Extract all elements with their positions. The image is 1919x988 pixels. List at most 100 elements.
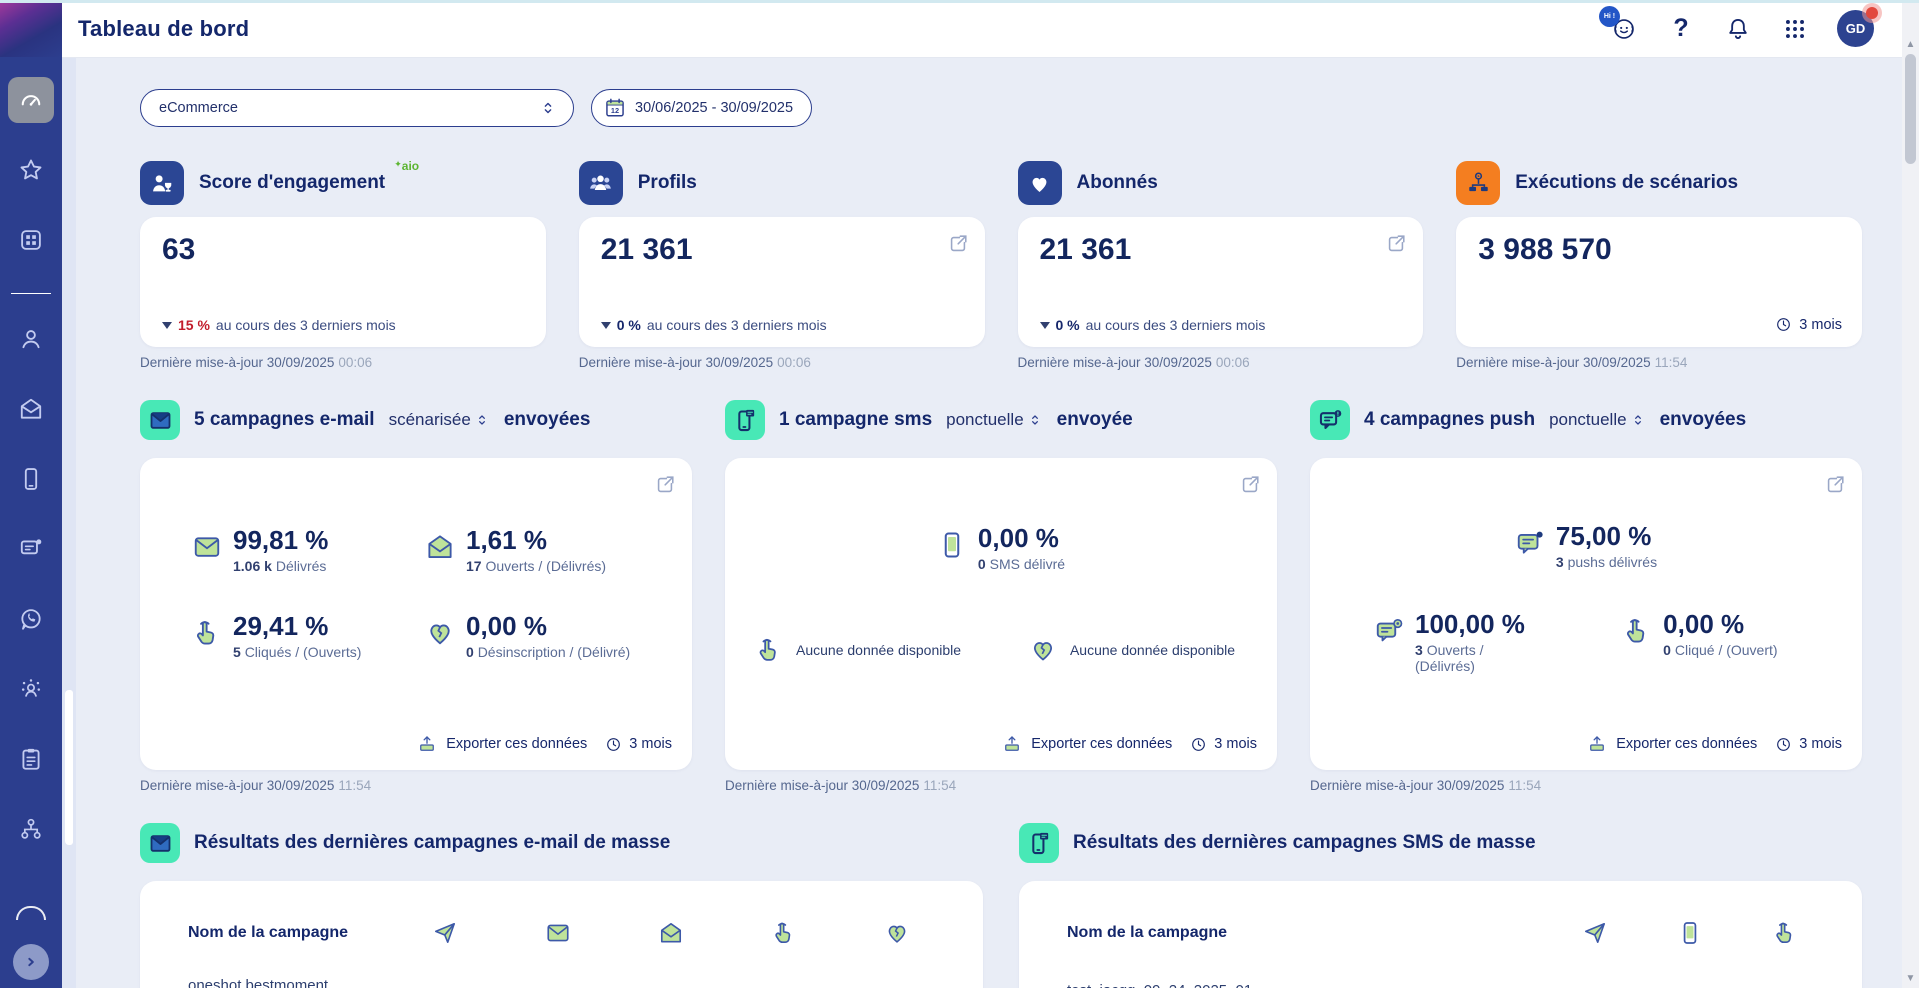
campaign-type-select[interactable]: ponctuelle	[1549, 410, 1646, 430]
trend-text: au cours des 3 derniers mois	[215, 317, 396, 333]
external-link-icon[interactable]	[654, 474, 676, 501]
assistant-badge: Hi !	[1599, 5, 1620, 27]
sidebar-item-audiences[interactable]	[8, 666, 54, 712]
mail-icon	[192, 532, 222, 562]
stat-opened: 1,61 % 17 Ouverts / (Délivrés)	[425, 525, 658, 574]
page-scrollbar[interactable]: ▲ ▼	[1902, 0, 1919, 988]
no-data-unsubscribes: Aucune donnée disponible	[1029, 636, 1235, 664]
scroll-up-arrow[interactable]: ▲	[1905, 39, 1916, 50]
sms-campaigns-block: 1 campagne sms ponctuelle envoyée 0,00 %…	[725, 400, 1277, 793]
export-data-button[interactable]: Exporter ces données	[1002, 734, 1172, 754]
chevron-up-down-icon	[539, 99, 557, 117]
phone-message-icon	[732, 407, 759, 434]
sidebar-scrollbar-thumb[interactable]	[67, 690, 73, 845]
sidebar-item-favorites[interactable]	[8, 147, 54, 193]
help-button[interactable]: ?	[1666, 14, 1696, 44]
sidebar-item-sms[interactable]	[8, 456, 54, 502]
click-icon	[771, 920, 797, 946]
kpi-section: Score d'engagement ✦aio 63 15 % au cours …	[140, 159, 1862, 370]
sidebar	[0, 0, 73, 988]
column-delivered	[1642, 920, 1737, 946]
campaign-type-select[interactable]: ponctuelle	[946, 410, 1043, 430]
sidebar-item-scenarios[interactable]	[8, 806, 54, 852]
scroll-down-arrow[interactable]: ▼	[1905, 973, 1916, 984]
last-updated: Dernière mise-à-jour 30/09/2025 00:06	[1017, 355, 1250, 370]
sidebar-item-email[interactable]	[8, 386, 54, 432]
assistant-button[interactable]: Hi !	[1599, 5, 1639, 44]
user-avatar[interactable]: GD	[1837, 7, 1878, 47]
scenario-flow-icon	[1465, 170, 1492, 197]
column-unsubscribed	[840, 920, 953, 946]
external-link-icon[interactable]	[1239, 474, 1261, 501]
email-campaigns-block: 5 campagnes e-mail scénarisée envoyées 9…	[140, 400, 692, 793]
mail-icon	[545, 920, 571, 946]
campaign-type-select[interactable]: scénarisée	[389, 410, 490, 430]
brand-logo-icon	[13, 11, 49, 47]
segment-select[interactable]: eCommerce	[140, 89, 574, 127]
column-campaign-name: Nom de la campagne	[1067, 924, 1228, 941]
email-tile	[140, 400, 180, 440]
date-range-picker[interactable]: 30/06/2025 - 30/09/2025	[591, 89, 813, 127]
notification-dot	[1866, 7, 1878, 19]
stat-push-opened: 100,00 % 3 Ouverts / (Délivrés)	[1374, 609, 1622, 674]
column-clicked	[727, 920, 840, 946]
heart-broken-icon	[1029, 636, 1057, 664]
phone-icon	[1677, 920, 1703, 946]
segment-select-value: eCommerce	[159, 100, 238, 116]
campaign-name: oneshot bestmoment	[188, 977, 329, 988]
question-mark-icon: ?	[1673, 14, 1689, 42]
whatsapp-icon	[18, 606, 44, 632]
chevron-up-down-icon	[1630, 412, 1646, 428]
dashboard-gauge-icon	[18, 87, 44, 113]
last-updated: Dernière mise-à-jour 30/09/2025 11:54	[1310, 778, 1542, 793]
chevron-up-down-icon	[1027, 412, 1043, 428]
sidebar-item-forms[interactable]	[8, 736, 54, 782]
send-icon	[1582, 920, 1608, 946]
sidebar-divider	[11, 293, 51, 294]
export-data-button[interactable]: Exporter ces données	[417, 734, 587, 754]
scrollbar-thumb[interactable]	[1905, 54, 1916, 164]
column-delivered	[501, 920, 614, 946]
export-data-button[interactable]: Exporter ces données	[1587, 734, 1757, 754]
audience-icon	[18, 676, 44, 702]
last-updated: Dernière mise-à-jour 30/09/2025 11:54	[725, 778, 957, 793]
table-row[interactable]: oneshot bestmoment	[170, 977, 953, 988]
heart-broken-icon	[884, 920, 910, 946]
cell-sent: 1	[1547, 977, 1642, 988]
external-link-icon[interactable]	[947, 233, 969, 260]
sidebar-item-dashboard[interactable]	[8, 77, 54, 123]
notifications-button[interactable]	[1723, 14, 1753, 44]
trend-text: au cours des 3 derniers mois	[646, 317, 827, 333]
click-icon	[1622, 616, 1652, 646]
sidebar-item-whatsapp[interactable]	[8, 596, 54, 642]
no-data-clicks: Aucune donnée disponible	[755, 636, 961, 664]
table-row[interactable]: test_jacqg_09_24_2025_01 1 0% 0%	[1049, 977, 1832, 988]
click-icon	[1772, 920, 1798, 946]
app-switcher-button[interactable]	[1780, 14, 1810, 44]
sidebar-item-apps[interactable]	[8, 217, 54, 263]
stat-delivered: 99,81 % 1.06 k Délivrés	[192, 525, 425, 574]
sms-campaign-card: 0,00 % 0 SMS délivré Aucune donnée dispo…	[725, 458, 1277, 770]
kpi-subscribers: Abonnés 21 361 0 % au cours des 3 dernie…	[1017, 161, 1424, 370]
sidebar-hidden-item	[16, 906, 46, 920]
results-section: Résultats des dernières campagnes e-mail…	[140, 823, 1862, 988]
phone-icon	[18, 466, 44, 492]
kpi-value: 63	[162, 233, 196, 266]
external-link-icon[interactable]	[1385, 233, 1407, 260]
sms-tile	[725, 400, 765, 440]
sidebar-item-profiles[interactable]	[8, 316, 54, 362]
kpi-trend: 15 % au cours des 3 derniers mois	[162, 317, 526, 333]
last-updated: Dernière mise-à-jour 30/09/2025 11:54	[1456, 355, 1688, 370]
app-logo[interactable]	[0, 0, 62, 57]
kpi-title: Profils	[637, 172, 697, 193]
sidebar-item-push[interactable]	[8, 526, 54, 572]
kpi-title: Score d'engagement ✦aio	[199, 159, 420, 193]
kpi-trend: 0 % au cours des 3 derniers mois	[600, 317, 965, 333]
push-campaign-card: 75,00 % 3 pushs délivrés 100,00 % 3 Ouve…	[1310, 458, 1862, 770]
external-link-icon[interactable]	[1824, 474, 1846, 501]
kpi-value: 21 361	[1039, 233, 1132, 266]
page-title: Tableau de bord	[78, 15, 250, 41]
kpi-trend: 0 % au cours des 3 derniers mois	[1039, 317, 1404, 333]
sidebar-expand-button[interactable]	[13, 944, 49, 980]
grid-icon	[18, 227, 44, 253]
